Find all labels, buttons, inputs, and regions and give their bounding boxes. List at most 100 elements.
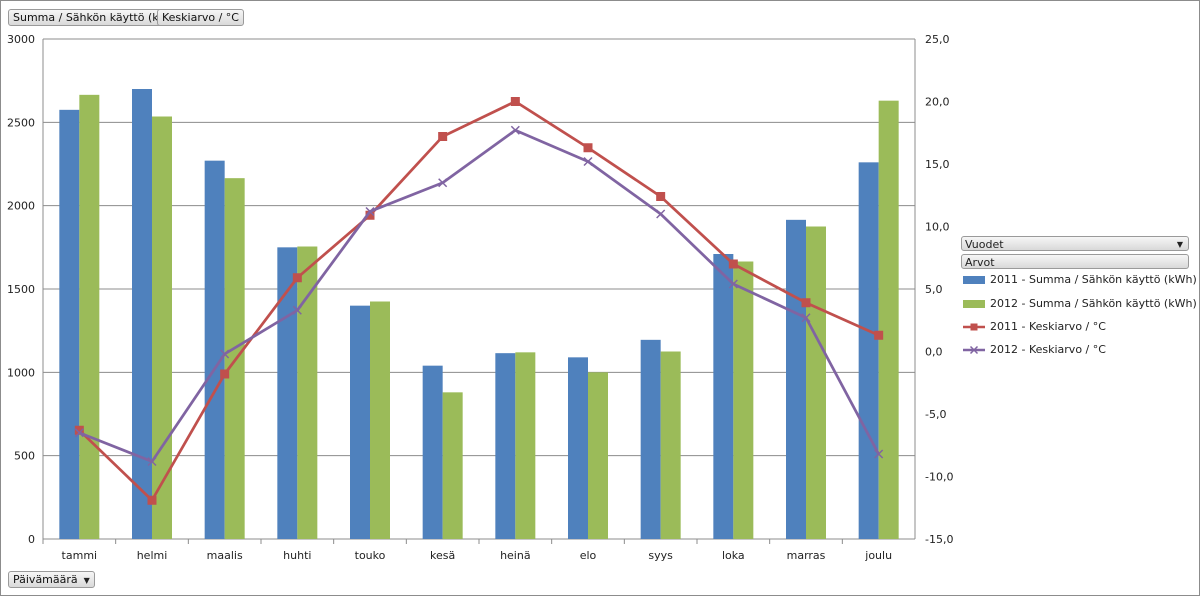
- y-right-tick-label: -10,0: [925, 471, 953, 484]
- y-left-tick-label: 1000: [7, 366, 35, 379]
- point-marker: [728, 279, 738, 289]
- bar: [350, 305, 370, 539]
- legend-item-label: 2011 - Keskiarvo / °C: [990, 320, 1106, 333]
- series-line: [78, 128, 880, 463]
- point-marker: [583, 156, 593, 167]
- bar: [422, 365, 443, 539]
- x-tick-label: kesä: [430, 549, 455, 562]
- y-left-tick-label: 0: [28, 533, 35, 546]
- bar: [132, 89, 152, 539]
- bar: [806, 226, 826, 539]
- y-left-tick-label: 500: [14, 450, 35, 463]
- point-marker: [583, 143, 593, 153]
- x-tick-label: joulu: [864, 549, 892, 562]
- legend-dropdown-vuodet-label: Vuodet: [965, 238, 1004, 251]
- field-button-paivamaara-label: Päivämäärä: [13, 573, 78, 586]
- point-marker: [220, 349, 230, 359]
- y-right-tick-label: -15,0: [925, 533, 953, 546]
- point-marker: [510, 125, 520, 135]
- bar: [568, 357, 588, 539]
- x-tick-label: tammi: [62, 549, 98, 562]
- y-right-tick-label: 20,0: [925, 96, 950, 109]
- y-right-tick-label: 10,0: [925, 221, 950, 234]
- x-tick-label: elo: [580, 549, 597, 562]
- bar: [660, 351, 681, 539]
- legend-item-2011-temp: 2011 - Keskiarvo / °C: [963, 320, 1106, 334]
- point-marker: [438, 132, 448, 141]
- y-right-tick-label: 0,0: [925, 346, 943, 359]
- field-button-summa[interactable]: Summa / Sähkön käyttö (kWh): [8, 9, 186, 26]
- legend-field-arvot-label: Arvot: [965, 256, 995, 269]
- chevron-down-icon[interactable]: ▼: [1176, 240, 1183, 249]
- bar: [495, 353, 516, 539]
- bar: [59, 109, 80, 539]
- point-marker: [74, 428, 84, 438]
- bar: [152, 116, 172, 539]
- x-tick-label: huhti: [283, 549, 311, 562]
- legend-item-2012-temp: 2012 - Keskiarvo / °C: [963, 343, 1106, 357]
- bar: [733, 261, 754, 539]
- legend-item-2012-kwh: 2012 - Summa / Sähkön käyttö (kWh): [963, 297, 1197, 311]
- point-marker: [292, 273, 302, 283]
- bar: [442, 392, 463, 539]
- chevron-down-icon[interactable]: ▼: [83, 576, 90, 585]
- legend-field-arvot[interactable]: Arvot: [961, 254, 1189, 269]
- point-marker: [874, 449, 884, 459]
- bar: [858, 162, 879, 540]
- point-marker: [874, 330, 884, 340]
- point-marker: [365, 206, 375, 217]
- y-left-tick-label: 3000: [7, 33, 35, 46]
- field-button-keskiarvo-label: Keskiarvo / °C: [162, 11, 239, 24]
- x-tick-label: maalis: [207, 549, 243, 562]
- bar: [370, 301, 390, 539]
- legend-swatch-bar-icon: [963, 300, 985, 308]
- point-marker: [147, 456, 157, 467]
- y-left-tick-label: 1500: [7, 283, 35, 296]
- x-tick-label: syys: [648, 549, 673, 562]
- point-marker: [510, 97, 520, 106]
- bar: [878, 100, 899, 540]
- y-right-tick-label: 5,0: [925, 283, 943, 296]
- point-marker: [147, 495, 157, 505]
- legend-dropdown-vuodet[interactable]: Vuodet ▼: [961, 236, 1189, 251]
- point-marker: [365, 210, 375, 220]
- point-marker: [728, 259, 738, 269]
- point-marker: [656, 192, 666, 201]
- field-button-paivamaara[interactable]: Päivämäärä ▼: [8, 571, 95, 588]
- bar: [79, 94, 100, 539]
- point-marker: [801, 298, 811, 308]
- y-left-tick-label: 2000: [7, 200, 35, 213]
- legend-item-2011-kwh: 2011 - Summa / Sähkön käyttö (kWh): [963, 273, 1197, 287]
- series-line: [78, 100, 880, 502]
- x-tick-label: marras: [787, 549, 826, 562]
- x-tick-label: helmi: [137, 549, 168, 562]
- point-marker: [438, 178, 448, 188]
- x-tick-label: loka: [722, 549, 745, 562]
- point-marker: [74, 425, 84, 435]
- bar: [786, 219, 806, 540]
- legend-swatch-line-square-icon: [963, 323, 985, 331]
- point-marker: [801, 313, 811, 323]
- legend-swatch-bar-icon: [963, 276, 985, 284]
- legend-item-label: 2011 - Summa / Sähkön käyttö (kWh): [990, 273, 1197, 286]
- bar: [297, 246, 318, 539]
- legend-item-label: 2012 - Keskiarvo / °C: [990, 343, 1106, 356]
- bar: [713, 254, 734, 539]
- y-right-tick-label: 15,0: [925, 158, 950, 171]
- bar: [588, 372, 608, 539]
- point-marker: [292, 305, 302, 315]
- bar: [640, 339, 661, 539]
- point-marker: [220, 369, 230, 379]
- legend-swatch-line-x-icon: [963, 345, 985, 355]
- y-left-tick-label: 2500: [7, 116, 35, 129]
- point-marker: [656, 209, 666, 219]
- bar: [515, 352, 536, 539]
- field-button-keskiarvo[interactable]: Keskiarvo / °C: [157, 9, 244, 26]
- legend-item-label: 2012 - Summa / Sähkön käyttö (kWh): [990, 297, 1197, 310]
- x-tick-label: touko: [355, 549, 386, 562]
- x-tick-label: heinä: [500, 549, 531, 562]
- field-button-summa-label: Summa / Sähkön käyttö (kWh): [13, 11, 181, 24]
- y-right-tick-label: 25,0: [925, 33, 950, 46]
- y-right-tick-label: -5,0: [925, 408, 946, 421]
